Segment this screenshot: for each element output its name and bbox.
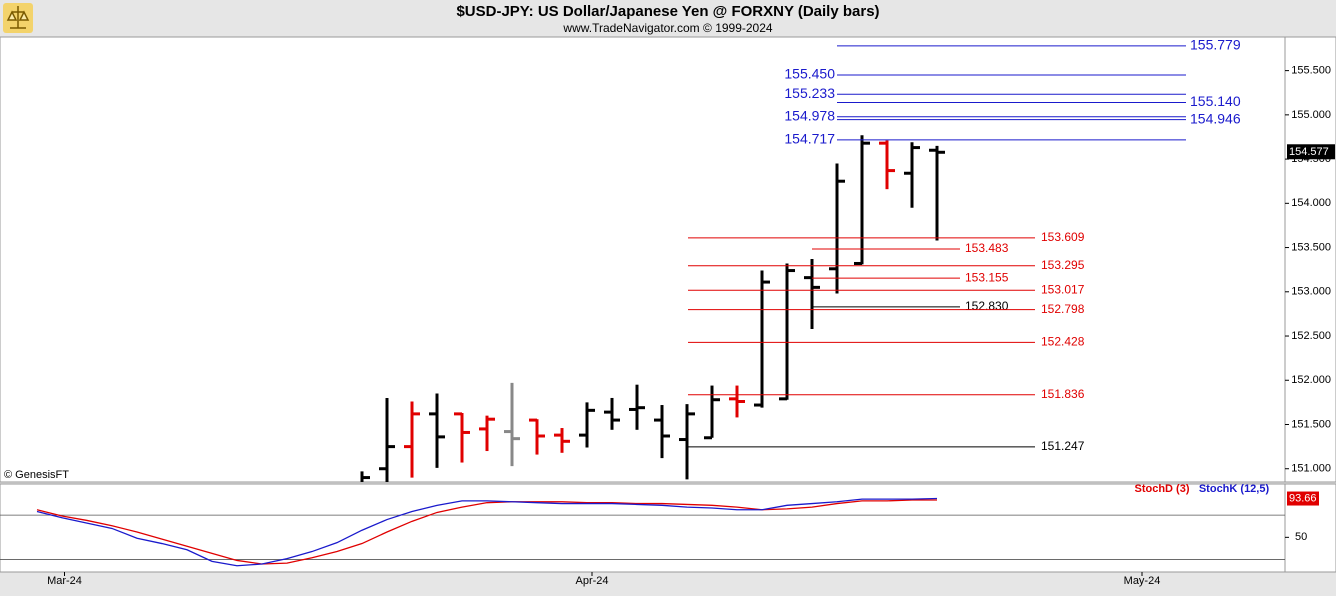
- y-tick-label: 153.500: [1291, 241, 1331, 253]
- y-tick-label: 152.000: [1291, 374, 1331, 386]
- logo: [3, 3, 33, 33]
- level-label: 153.483: [965, 241, 1009, 255]
- stoch-line: [36, 497, 938, 567]
- level-label: 155.450: [784, 66, 835, 82]
- stoch-line: [36, 499, 937, 565]
- level-label: 152.798: [1041, 302, 1085, 316]
- y-tick-label: 151.000: [1291, 463, 1331, 475]
- level-label: 153.155: [965, 270, 1009, 284]
- level-label: 154.946: [1190, 110, 1241, 126]
- x-tick-label: Apr-24: [575, 575, 608, 587]
- legend-entry: StochK (12,5): [1199, 483, 1270, 495]
- level-label: 153.295: [1041, 258, 1085, 272]
- price-axis: [1284, 36, 1336, 483]
- stoch-plot: 50 StochD (3) StochK (12,5) 93.66 Mar-24 Apr-…: [0, 483, 1319, 587]
- price-panel: [0, 36, 1286, 483]
- legend-entry: StochD (3): [1135, 483, 1190, 495]
- y-tick-label: 154.000: [1291, 197, 1331, 209]
- level-label: 153.609: [1041, 230, 1085, 244]
- last-label: 93.66: [1289, 492, 1317, 504]
- price-plot: [360, 135, 945, 482]
- chart-subtitle: www.TradeNavigator.com © 1999-2024: [562, 21, 772, 35]
- chart-title: $USD-JPY: US Dollar/Japanese Yen @ FORXN…: [456, 3, 879, 20]
- x-tick-label: Mar-24: [47, 575, 82, 587]
- level-label: 153.017: [1041, 282, 1085, 296]
- y-tick-label: 155.000: [1291, 109, 1331, 121]
- y-tick-label: 151.500: [1291, 418, 1331, 430]
- level-label: 154.978: [784, 108, 835, 124]
- level-label: 152.428: [1041, 335, 1085, 349]
- y-tick-label: 152.500: [1291, 330, 1331, 342]
- level-label: 152.830: [965, 299, 1009, 313]
- overlay: 151.000 151.500 152.000 152.500 153.000 153.5…: [688, 37, 1335, 475]
- last-label: 154.577: [1289, 146, 1329, 158]
- level-label: 151.247: [1041, 439, 1085, 453]
- y-tick-label: 155.500: [1291, 65, 1331, 77]
- x-tick-label: May-24: [1124, 575, 1161, 587]
- level-label: 154.717: [784, 131, 835, 147]
- level-label: 155.140: [1190, 93, 1241, 109]
- level-label: 151.836: [1041, 387, 1085, 401]
- level-label: 155.233: [784, 85, 835, 101]
- last-marker: [1287, 491, 1319, 506]
- y-tick-label: 153.000: [1291, 286, 1331, 298]
- y-tick-label: 50: [1295, 531, 1307, 543]
- level-label: 155.779: [1190, 37, 1241, 53]
- credit: © GenesisFT: [4, 469, 69, 481]
- stoch-panel: [0, 483, 1286, 573]
- last-marker: [1287, 144, 1335, 160]
